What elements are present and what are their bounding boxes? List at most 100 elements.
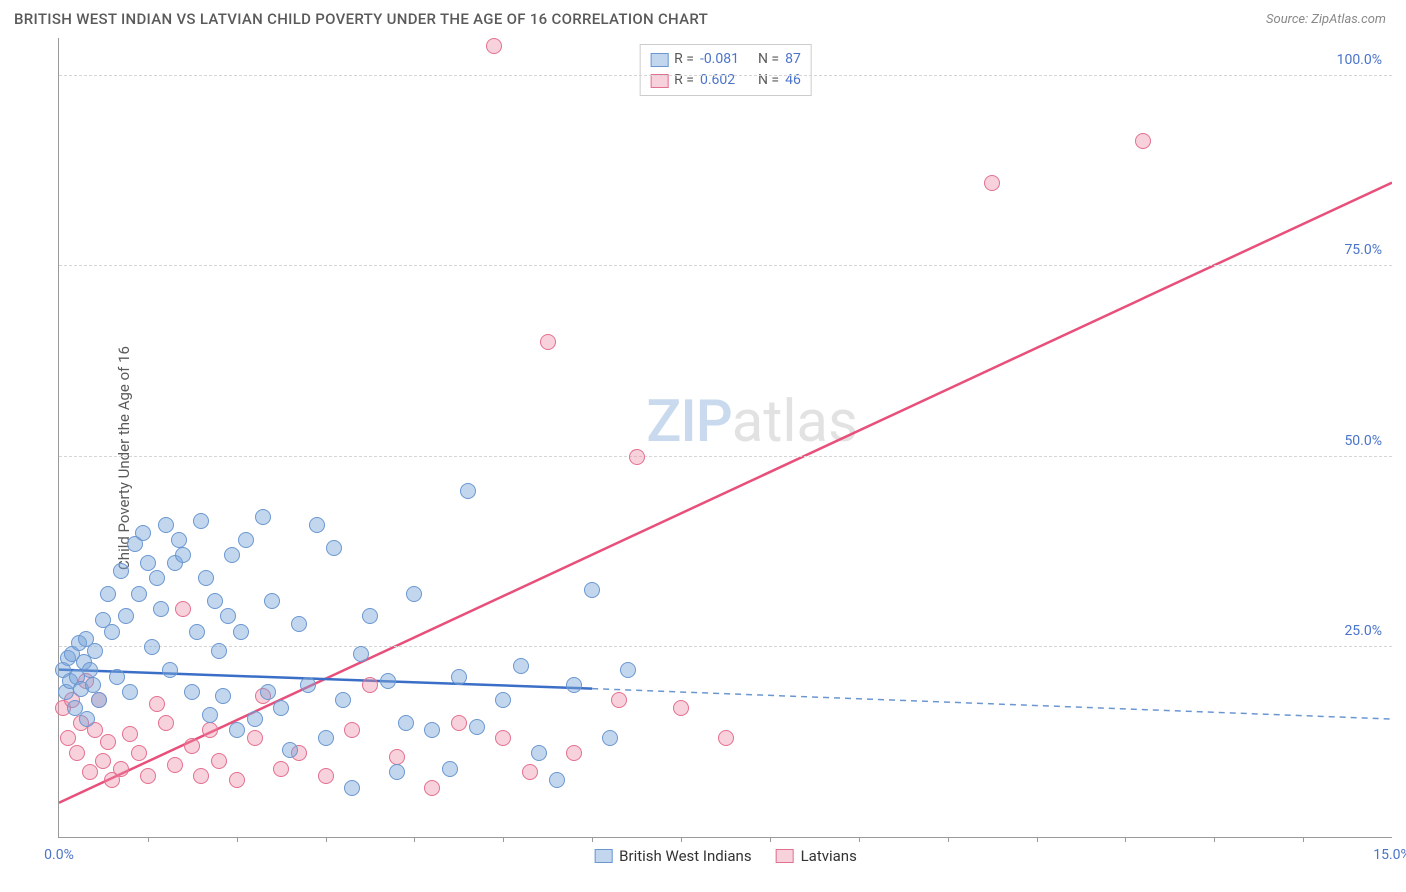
data-point: [85, 677, 101, 693]
data-point: [140, 768, 156, 784]
legend-row: R = 0.602 N = 46: [650, 70, 801, 91]
chart-title: BRITISH WEST INDIAN VS LATVIAN CHILD POV…: [14, 10, 708, 28]
data-point: [79, 711, 95, 727]
legend-label: British West Indians: [619, 847, 751, 865]
x-minor-tick: [1037, 837, 1038, 842]
x-minor-tick: [592, 837, 593, 842]
series-legend: British West Indians Latvians: [594, 847, 857, 865]
data-point: [224, 547, 240, 563]
data-point: [549, 772, 565, 788]
data-point: [451, 669, 467, 685]
data-point: [309, 517, 325, 533]
data-point: [87, 643, 103, 659]
data-point: [282, 742, 298, 758]
data-point: [451, 715, 467, 731]
data-point: [91, 692, 107, 708]
n-label: N =: [758, 49, 779, 70]
data-point: [353, 646, 369, 662]
x-minor-tick: [681, 837, 682, 842]
data-point: [95, 753, 111, 769]
legend-item: Latvians: [776, 847, 857, 865]
data-point: [495, 692, 511, 708]
r-label: R =: [674, 70, 694, 91]
r-value: 0.602: [700, 70, 752, 91]
n-value: 46: [785, 70, 801, 91]
data-point: [229, 772, 245, 788]
gridline: [59, 646, 1392, 647]
data-point: [460, 483, 476, 499]
data-point: [113, 761, 129, 777]
x-minor-tick: [1125, 837, 1126, 842]
data-point: [611, 692, 627, 708]
trend-line: [59, 670, 592, 689]
data-point: [389, 764, 405, 780]
data-point: [238, 532, 254, 548]
x-minor-tick: [1303, 837, 1304, 842]
data-point: [131, 586, 147, 602]
data-point: [100, 586, 116, 602]
data-point: [118, 608, 134, 624]
data-point: [1135, 133, 1151, 149]
data-point: [113, 563, 129, 579]
data-point: [442, 761, 458, 777]
data-point: [602, 730, 618, 746]
r-label: R =: [674, 49, 694, 70]
data-point: [273, 761, 289, 777]
data-point: [215, 688, 231, 704]
x-minor-tick: [770, 837, 771, 842]
data-point: [495, 730, 511, 746]
data-point: [202, 722, 218, 738]
x-minor-tick: [148, 837, 149, 842]
y-tick-label: 100.0%: [1337, 52, 1382, 68]
chart-container: Child Poverty Under the Age of 16 ZIPatl…: [14, 38, 1392, 878]
data-point: [122, 684, 138, 700]
data-point: [406, 586, 422, 602]
data-point: [149, 696, 165, 712]
x-tick-label: 0.0%: [44, 847, 74, 863]
data-point: [69, 745, 85, 761]
data-point: [273, 700, 289, 716]
data-point: [326, 540, 342, 556]
data-point: [131, 745, 147, 761]
trend-line: [592, 689, 1392, 719]
data-point: [211, 643, 227, 659]
data-point: [211, 753, 227, 769]
legend-swatch: [650, 53, 668, 67]
data-point: [149, 570, 165, 586]
y-tick-label: 75.0%: [1344, 242, 1382, 258]
x-minor-tick: [237, 837, 238, 842]
data-point: [584, 582, 600, 598]
y-tick-label: 50.0%: [1344, 433, 1382, 449]
data-point: [291, 616, 307, 632]
data-point: [193, 768, 209, 784]
n-label: N =: [758, 70, 779, 91]
data-point: [207, 593, 223, 609]
data-point: [229, 722, 245, 738]
data-point: [202, 707, 218, 723]
data-point: [566, 677, 582, 693]
data-point: [424, 780, 440, 796]
data-point: [171, 532, 187, 548]
data-point: [162, 662, 178, 678]
data-point: [175, 547, 191, 563]
x-minor-tick: [859, 837, 860, 842]
data-point: [158, 517, 174, 533]
x-minor-tick: [414, 837, 415, 842]
data-point: [424, 722, 440, 738]
data-point: [469, 719, 485, 735]
data-point: [82, 662, 98, 678]
data-point: [318, 730, 334, 746]
data-point: [344, 780, 360, 796]
data-point: [264, 593, 280, 609]
data-point: [247, 730, 263, 746]
x-minor-tick: [503, 837, 504, 842]
data-point: [135, 525, 151, 541]
data-point: [629, 449, 645, 465]
plot-area: ZIPatlas R =-0.081N =87R =0.602N =46 Bri…: [58, 38, 1392, 838]
watermark-zip: ZIP: [646, 388, 731, 456]
legend-item: British West Indians: [594, 847, 751, 865]
data-point: [300, 677, 316, 693]
data-point: [220, 608, 236, 624]
watermark-atlas: atlas: [732, 388, 858, 456]
legend-swatch: [594, 849, 612, 863]
